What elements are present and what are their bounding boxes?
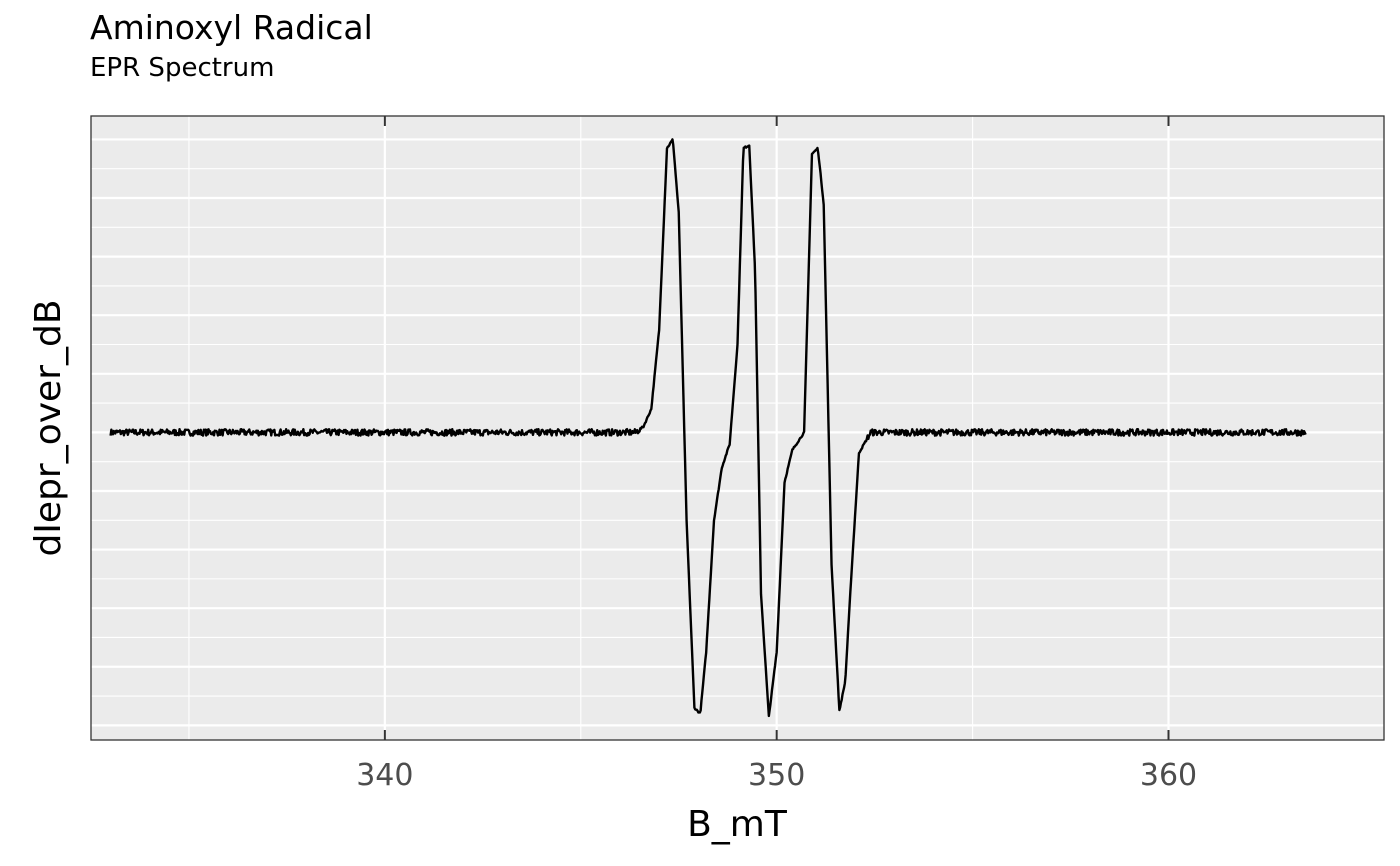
y-axis-title: dIepr_over_dB [28, 299, 69, 556]
x-tick-label: 350 [748, 758, 805, 793]
x-tick-labels: 340 350 360 [356, 758, 1197, 793]
x-tick-label: 340 [356, 758, 413, 793]
plot-panel [91, 116, 1384, 740]
x-axis-title: B_mT [687, 804, 788, 845]
x-tick-label: 360 [1140, 758, 1197, 793]
